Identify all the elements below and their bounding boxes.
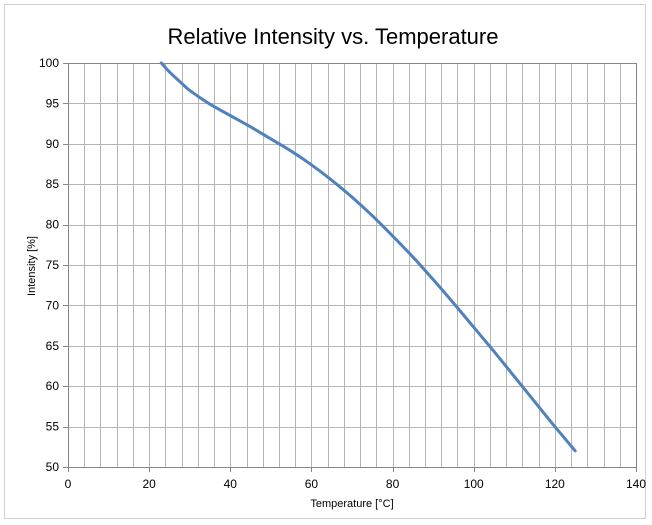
x-axis-label: Temperature [°C]: [310, 498, 393, 510]
plot-area-border: [68, 63, 637, 468]
intensity-series-line: [159, 61, 577, 453]
axis-ticks: 50 55 60 65 70 75 80 85 90 95 100 0 20 40 60 80 100 120 14…: [39, 56, 646, 491]
x-tick-label: 80: [386, 477, 400, 491]
x-tick-label: 140: [626, 477, 646, 491]
y-tick-label: 60: [46, 379, 60, 393]
y-tick-label: 70: [46, 298, 60, 312]
x-tick-label: 100: [464, 477, 484, 491]
x-tick-label: 20: [142, 477, 156, 491]
y-tick-label: 95: [46, 96, 60, 110]
y-tick-label: 75: [46, 258, 60, 272]
chart-title: Relative Intensity vs. Temperature: [168, 24, 499, 49]
y-tick-label: 100: [39, 56, 59, 70]
x-tick-label: 120: [545, 477, 565, 491]
series-layer: [159, 61, 577, 453]
y-tick-label: 80: [46, 218, 60, 232]
y-tick-label: 90: [46, 137, 60, 151]
y-tick-label: 85: [46, 177, 60, 191]
y-tick-label: 50: [46, 460, 60, 474]
grid: [68, 63, 637, 468]
x-tick-label: 60: [305, 477, 319, 491]
y-axis-label: Intensity [%]: [26, 236, 38, 296]
y-tick-label: 65: [46, 339, 60, 353]
y-tick-label: 55: [46, 420, 60, 434]
x-tick-label: 40: [224, 477, 238, 491]
x-tick-label: 0: [65, 477, 72, 491]
